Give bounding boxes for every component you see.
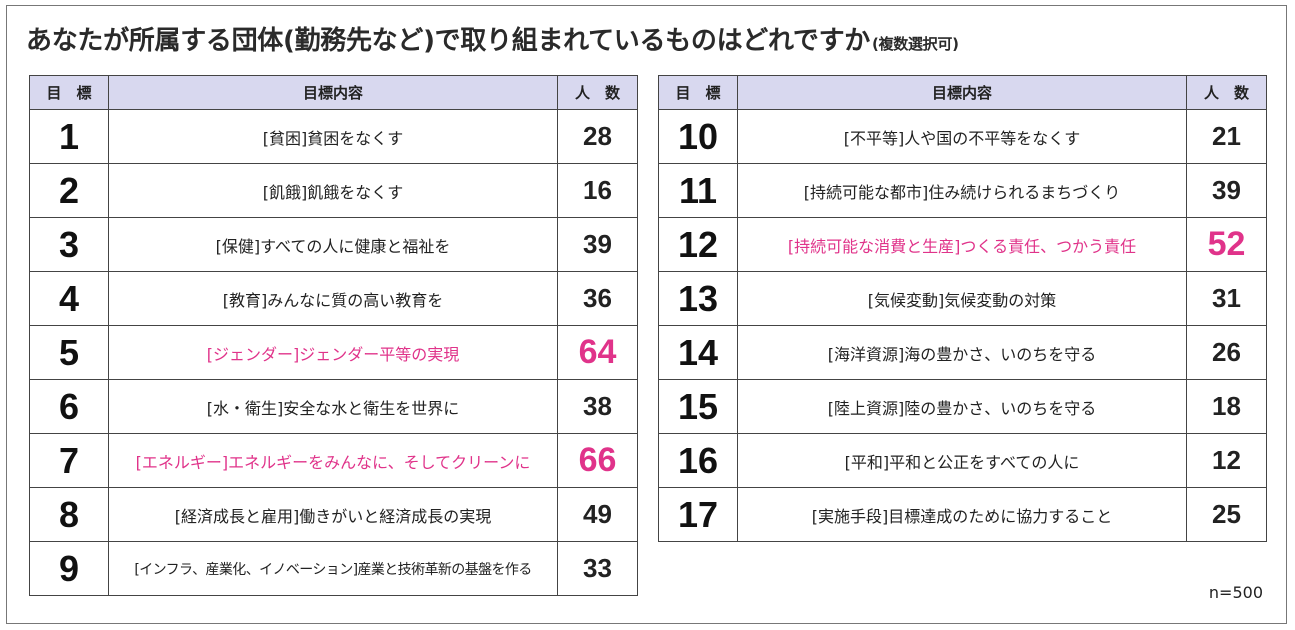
goal-content: [持続可能な都市]住み続けられるまちづくり	[737, 163, 1187, 218]
goal-content: [飢餓]飢餓をなくす	[108, 163, 558, 218]
goals-table-left: 目 標 目標内容 人 数 1 [貧困]貧困をなくす 28 2 [飢餓]飢餓をなくす 16 3…	[29, 75, 638, 596]
header-content: 目標内容	[737, 75, 1187, 110]
goal-number: 7	[29, 433, 109, 488]
title-main: あなたが所属する団体(勤務先など)で取り組まれているものはどれですか	[26, 26, 871, 56]
respondent-count: 33	[557, 541, 638, 596]
table-row: 7 [エネルギー]エネルギーをみんなに、そしてクリーンに 66	[29, 433, 638, 488]
goal-number: 15	[658, 379, 738, 434]
goal-number: 12	[658, 217, 738, 272]
goal-content: [ジェンダー]ジェンダー平等の実現	[108, 325, 558, 380]
header-content: 目標内容	[108, 75, 558, 110]
header-goal: 目 標	[658, 75, 738, 110]
goal-content: [エネルギー]エネルギーをみんなに、そしてクリーンに	[108, 433, 558, 488]
respondent-count: 64	[557, 325, 638, 380]
respondent-count: 26	[1186, 325, 1267, 380]
goal-number: 4	[29, 271, 109, 326]
goal-number: 5	[29, 325, 109, 380]
table-row: 12 [持続可能な消費と生産]つくる責任、つかう責任 52	[658, 217, 1267, 272]
respondent-count: 39	[1186, 163, 1267, 218]
header-count: 人 数	[1186, 75, 1267, 110]
table-row: 11 [持続可能な都市]住み続けられるまちづくり 39	[658, 163, 1267, 218]
respondent-count: 36	[557, 271, 638, 326]
goal-number: 16	[658, 433, 738, 488]
goal-content: [不平等]人や国の不平等をなくす	[737, 109, 1187, 164]
goal-number: 8	[29, 487, 109, 542]
goal-content: [気候変動]気候変動の対策	[737, 271, 1187, 326]
goal-number: 9	[29, 541, 109, 596]
goal-content: [持続可能な消費と生産]つくる責任、つかう責任	[737, 217, 1187, 272]
page-title: あなたが所属する団体(勤務先など)で取り組まれているものはどれですか (複数選択可…	[26, 20, 959, 57]
sample-size-label: n=500	[1208, 583, 1263, 602]
goals-table-right: 目 標 目標内容 人 数 10 [不平等]人や国の不平等をなくす 21 11 [持続可能…	[658, 75, 1267, 542]
table-row: 9 [インフラ、産業化、イノベーション]産業と技術革新の基盤を作る 33	[29, 541, 638, 596]
goal-content: [海洋資源]海の豊かさ、いのちを守る	[737, 325, 1187, 380]
goal-content: [経済成長と雇用]働きがいと経済成長の実現	[108, 487, 558, 542]
header-goal: 目 標	[29, 75, 109, 110]
table-header-row: 目 標 目標内容 人 数	[29, 75, 638, 110]
respondent-count: 31	[1186, 271, 1267, 326]
respondent-count: 25	[1186, 487, 1267, 542]
goal-number: 17	[658, 487, 738, 542]
table-row: 3 [保健]すべての人に健康と福祉を 39	[29, 217, 638, 272]
goal-number: 14	[658, 325, 738, 380]
respondent-count: 16	[557, 163, 638, 218]
table-row: 14 [海洋資源]海の豊かさ、いのちを守る 26	[658, 325, 1267, 380]
table-row: 10 [不平等]人や国の不平等をなくす 21	[658, 109, 1267, 164]
respondent-count: 52	[1186, 217, 1267, 272]
goal-content: [保健]すべての人に健康と福祉を	[108, 217, 558, 272]
table-row: 15 [陸上資源]陸の豊かさ、いのちを守る 18	[658, 379, 1267, 434]
respondent-count: 12	[1186, 433, 1267, 488]
respondent-count: 21	[1186, 109, 1267, 164]
respondent-count: 66	[557, 433, 638, 488]
respondent-count: 39	[557, 217, 638, 272]
table-row: 8 [経済成長と雇用]働きがいと経済成長の実現 49	[29, 487, 638, 542]
header-count: 人 数	[557, 75, 638, 110]
goal-number: 10	[658, 109, 738, 164]
respondent-count: 18	[1186, 379, 1267, 434]
table-row: 4 [教育]みんなに質の高い教育を 36	[29, 271, 638, 326]
goal-number: 11	[658, 163, 738, 218]
goal-number: 3	[29, 217, 109, 272]
table-row: 6 [水・衛生]安全な水と衛生を世界に 38	[29, 379, 638, 434]
respondent-count: 38	[557, 379, 638, 434]
goal-content: [インフラ、産業化、イノベーション]産業と技術革新の基盤を作る	[108, 541, 558, 596]
table-row: 1 [貧困]貧困をなくす 28	[29, 109, 638, 164]
goal-number: 13	[658, 271, 738, 326]
goal-content: [貧困]貧困をなくす	[108, 109, 558, 164]
goal-content: [水・衛生]安全な水と衛生を世界に	[108, 379, 558, 434]
table-row: 5 [ジェンダー]ジェンダー平等の実現 64	[29, 325, 638, 380]
goal-number: 6	[29, 379, 109, 434]
goal-content: [教育]みんなに質の高い教育を	[108, 271, 558, 326]
table-row: 17 [実施手段]目標達成のために協力すること 25	[658, 487, 1267, 542]
title-subtitle: (複数選択可)	[872, 35, 959, 53]
respondent-count: 28	[557, 109, 638, 164]
goal-content: [実施手段]目標達成のために協力すること	[737, 487, 1187, 542]
table-header-row: 目 標 目標内容 人 数	[658, 75, 1267, 110]
goal-content: [平和]平和と公正をすべての人に	[737, 433, 1187, 488]
table-row: 16 [平和]平和と公正をすべての人に 12	[658, 433, 1267, 488]
goal-content: [陸上資源]陸の豊かさ、いのちを守る	[737, 379, 1187, 434]
table-row: 2 [飢餓]飢餓をなくす 16	[29, 163, 638, 218]
respondent-count: 49	[557, 487, 638, 542]
table-row: 13 [気候変動]気候変動の対策 31	[658, 271, 1267, 326]
goal-number: 1	[29, 109, 109, 164]
goal-number: 2	[29, 163, 109, 218]
